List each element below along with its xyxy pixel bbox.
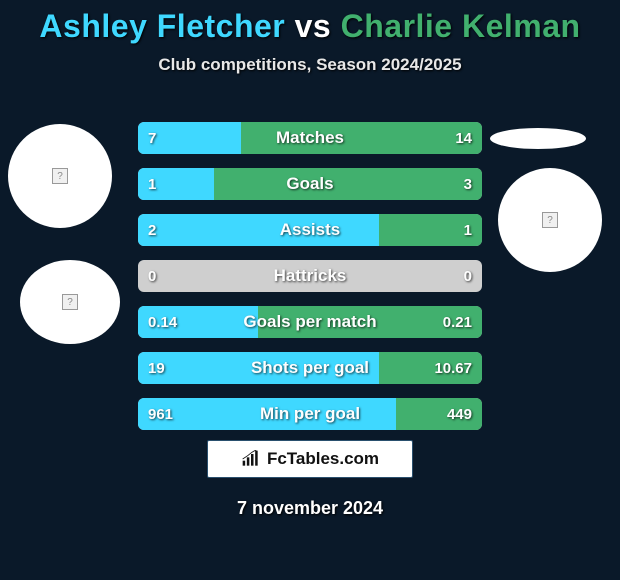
stat-row: 961449Min per goal xyxy=(138,398,482,430)
stat-right-value: 0.21 xyxy=(433,306,482,338)
stat-left-value: 7 xyxy=(138,122,166,154)
title-vs: vs xyxy=(295,8,332,44)
stat-left-value: 0 xyxy=(138,260,166,292)
stat-label: Hattricks xyxy=(138,260,482,292)
avatar-placeholder-2: ? xyxy=(20,260,120,344)
stat-right-value: 0 xyxy=(454,260,482,292)
comparison-title: Ashley Fletcher vs Charlie Kelman xyxy=(0,0,620,45)
stat-row: 714Matches xyxy=(138,122,482,154)
stat-row: 21Assists xyxy=(138,214,482,246)
stats-bars: 714Matches13Goals21Assists00Hattricks0.1… xyxy=(138,122,482,444)
stat-left-value: 1 xyxy=(138,168,166,200)
bar-left-fill xyxy=(138,214,379,246)
stat-left-value: 2 xyxy=(138,214,166,246)
stat-left-value: 0.14 xyxy=(138,306,187,338)
player-right-name: Charlie Kelman xyxy=(341,8,581,44)
stat-row: 13Goals xyxy=(138,168,482,200)
stat-right-value: 3 xyxy=(454,168,482,200)
stat-row: 0.140.21Goals per match xyxy=(138,306,482,338)
stat-left-value: 961 xyxy=(138,398,183,430)
stat-right-value: 1 xyxy=(454,214,482,246)
bar-right-fill xyxy=(214,168,482,200)
stat-right-value: 14 xyxy=(445,122,482,154)
subtitle: Club competitions, Season 2024/2025 xyxy=(0,55,620,75)
stat-row: 1910.67Shots per goal xyxy=(138,352,482,384)
decorative-ellipse xyxy=(490,128,586,149)
logo-text: FcTables.com xyxy=(267,449,379,469)
stat-right-value: 449 xyxy=(437,398,482,430)
stat-right-value: 10.67 xyxy=(424,352,482,384)
avatar-placeholder-1: ? xyxy=(8,124,112,228)
image-placeholder-icon: ? xyxy=(52,168,68,184)
bar-chart-icon xyxy=(241,450,261,468)
image-placeholder-icon: ? xyxy=(542,212,558,228)
avatar-placeholder-3: ? xyxy=(498,168,602,272)
stat-row: 0 0Hattricks xyxy=(138,260,482,292)
image-placeholder-icon: ? xyxy=(62,294,78,310)
stat-left-value: 19 xyxy=(138,352,175,384)
player-left-name: Ashley Fletcher xyxy=(39,8,285,44)
fctables-logo[interactable]: FcTables.com xyxy=(207,440,413,478)
date-label: 7 november 2024 xyxy=(0,498,620,519)
